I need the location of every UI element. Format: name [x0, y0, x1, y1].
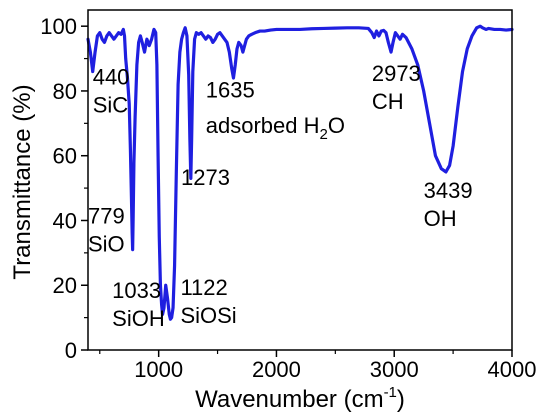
- annotation-1635-value: 1635: [206, 77, 255, 102]
- annotation-1122-value: 1122: [180, 275, 227, 300]
- y-tick-label: 100: [40, 14, 77, 39]
- y-tick-label: 60: [53, 144, 77, 169]
- x-tick-label: 3000: [370, 357, 419, 382]
- x-tick-label: 2000: [252, 357, 301, 382]
- annotation-3439-group: OH: [424, 206, 457, 231]
- annotation-3439-value: 3439: [424, 178, 473, 203]
- x-tick-label: 1000: [134, 357, 183, 382]
- annotation-1033-value: 1033: [112, 278, 161, 303]
- axes: 1000 2000 3000 4000 0 20 40 60 80 100: [40, 9, 537, 382]
- annotation-2973-value: 2973: [372, 61, 421, 86]
- x-tick-label: 4000: [488, 357, 537, 382]
- annotation-1273-value: 1273: [181, 165, 230, 190]
- annotation-440-value: 440: [93, 64, 130, 89]
- x-axis-label: Wavenumber (cm-1): [195, 384, 405, 413]
- annotation-2973-group: CH: [372, 89, 404, 114]
- plot-area: [86, 24, 514, 321]
- annotation-779-group: SiO: [88, 232, 125, 257]
- annotation-1033-group: SiOH: [112, 306, 165, 331]
- y-tick-label: 40: [53, 208, 77, 233]
- y-tick-label: 20: [53, 273, 77, 298]
- annotation-h2o-label: adsorbed H2O: [206, 113, 345, 143]
- y-tick-label: 80: [53, 79, 77, 104]
- annotation-440-group: SiC: [93, 92, 129, 117]
- spectrum-line: [86, 24, 514, 321]
- y-axis-label: Transmittance (%): [9, 84, 36, 279]
- y-tick-label: 0: [65, 338, 77, 363]
- annotation-779-value: 779: [88, 204, 125, 229]
- annotation-1122-group: SiOSi: [180, 303, 236, 328]
- annotations: 440 SiC 779 SiO 1033 SiOH 1122 SiOSi 1273 1635 ads…: [88, 61, 473, 331]
- plot-frame: [87, 9, 513, 351]
